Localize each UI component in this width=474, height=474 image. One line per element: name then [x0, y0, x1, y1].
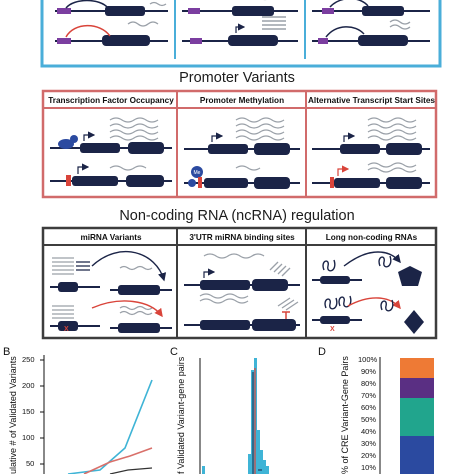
- chart-d-bar-teal: [400, 398, 434, 436]
- chart-b-black-line: [109, 467, 153, 474]
- chart-b-tick: 200: [22, 381, 35, 390]
- mirna-variants-title: miRNA Variants: [80, 233, 142, 242]
- methyl-label: Me: [194, 170, 201, 176]
- lncrna-diagram: X: [312, 251, 424, 334]
- chart-d-tick: 40%: [361, 427, 377, 436]
- promoter-methylation-diagram: Me: [184, 117, 300, 189]
- tf-occupancy-title: Transcription Factor Occupancy: [48, 96, 174, 105]
- chart-d-tick: 20%: [361, 451, 377, 460]
- chart-d-bar-blue: [400, 436, 434, 474]
- chart-d-ylabel: % of CRE Variant-Gene Pairs: [340, 356, 350, 474]
- lncrna-title: Long non-coding RNAs: [325, 233, 418, 242]
- ncrna-regulation-title: Non-coding RNA (ncRNA) regulation: [119, 208, 355, 224]
- chart-d-bar-purple: [400, 378, 434, 398]
- methyl-group-icon: [191, 166, 203, 178]
- chart-c: [199, 358, 269, 474]
- mirna-variants-diagram: X: [50, 250, 172, 333]
- promoter-variants-title: Promoter Variants: [179, 70, 295, 86]
- chart-d-tick: 100%: [358, 355, 378, 364]
- promoter-methylation-title: Promoter Methylation: [199, 96, 285, 105]
- chart-d-tick: 70%: [361, 391, 377, 400]
- enhancer-subpanel-1: [55, 0, 168, 46]
- chart-b-tick: 50: [26, 459, 35, 468]
- chart-d-tick: 30%: [361, 439, 377, 448]
- variant-x-mark-2: X: [330, 326, 335, 333]
- variant-x-mark-1: X: [64, 326, 69, 333]
- ncrna-panel-group: X: [41, 226, 438, 340]
- chart-b-cyan-line: [67, 379, 153, 474]
- chart-d-tick: 50%: [361, 415, 377, 424]
- chart-d-tick: 80%: [361, 379, 377, 388]
- alt-tss-diagram: [312, 117, 430, 189]
- utr-mirna-title: 3'UTR miRNA binding sites: [189, 233, 295, 242]
- chart-b-tick: 150: [22, 407, 35, 416]
- chart-d-tick: 10%: [361, 463, 377, 472]
- enhancer-outer-box: [40, 0, 442, 68]
- chart-d: [379, 357, 434, 474]
- chart-c-ylabel: f Validated Variant-gene pairs: [176, 356, 186, 474]
- alt-tss-title: Alternative Transcript Start Sites: [308, 96, 435, 105]
- enhancer-subpanel-2: [182, 0, 298, 46]
- panel-letter-d: D: [318, 346, 326, 358]
- chart-b-red-line: [83, 447, 153, 474]
- promoter-outer-box: [41, 89, 438, 199]
- panel-letter-b: B: [3, 346, 11, 358]
- chart-d-tick: 60%: [361, 403, 377, 412]
- protein-pentagon-icon: [398, 266, 422, 286]
- chart-d-tick: 90%: [361, 367, 377, 376]
- panel-letter-c: C: [170, 346, 178, 358]
- chart-b-tick: 250: [22, 355, 35, 364]
- chart-d-bar-orange: [400, 358, 434, 378]
- utr-binding-diagram: [184, 253, 300, 331]
- chart-b: [40, 355, 153, 474]
- chart-b-ylabel: ulative # of Validated Variants: [8, 356, 18, 474]
- enhancer-subpanel-3: [312, 0, 430, 46]
- protein-diamond-icon: [404, 310, 424, 334]
- ncrna-outer-box: [41, 226, 438, 340]
- promoter-panel-group: Me: [41, 89, 438, 199]
- tf-occupancy-diagram: [50, 117, 172, 187]
- enhancer-panel-group: [40, 0, 442, 68]
- chart-b-tick: 100: [22, 433, 35, 442]
